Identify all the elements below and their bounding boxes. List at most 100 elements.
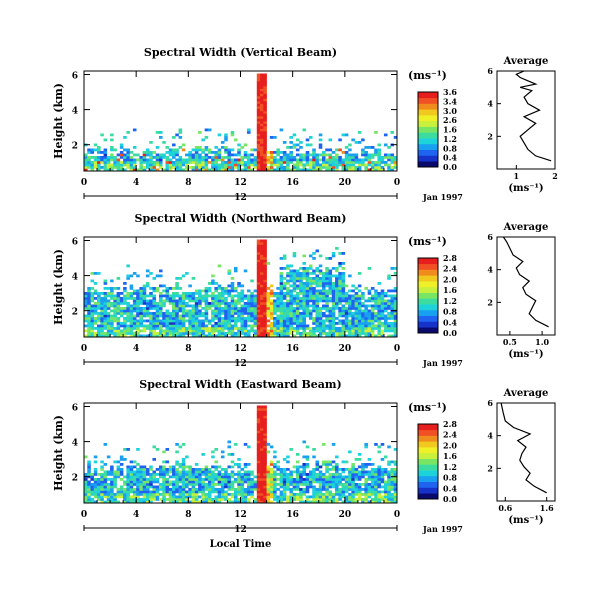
heatmap-cell [178,334,183,338]
heatmap-cell [201,485,205,489]
heatmap-cell [312,289,316,293]
heatmap-cell [312,158,316,162]
heatmap-cell [191,292,196,295]
heatmap-cell [97,158,101,162]
heatmap-cell [116,324,121,328]
heatmap-cell [331,307,336,310]
heatmap-cell [299,302,303,305]
heatmap-cell [165,493,170,496]
heatmap-cell [198,470,202,474]
heatmap-cell [230,166,235,169]
heatmap-cell [152,319,157,323]
heatmap-cell [243,500,248,504]
heatmap-cell [162,493,166,496]
heatmap-cell [256,156,261,159]
heatmap-cell [139,480,143,484]
heatmap-cell [90,319,95,323]
heatmap-cell [289,269,293,273]
heatmap-cell [211,332,215,335]
heatmap-cell [224,324,228,328]
heatmap-cell [237,143,241,147]
heatmap-cell [224,287,228,290]
heatmap-cell [299,141,303,144]
heatmap-cell [87,473,91,476]
heatmap-cell [129,324,134,328]
heatmap-cell [383,498,388,501]
heatmap-cell [165,470,170,474]
heatmap-cell [263,126,267,129]
heatmap-cell [247,128,251,132]
heatmap-cell [84,495,88,499]
heatmap-cell [158,294,163,298]
heatmap-cell [198,475,202,479]
heatmap-cell [335,465,339,469]
heatmap-cell [393,317,398,320]
heatmap-cell [348,148,352,152]
heatmap-cell [90,493,95,496]
heatmap-cell [155,153,160,157]
heatmap-cell [377,470,381,474]
heatmap-cell [250,294,254,298]
heatmap-cell [175,168,179,172]
colorbar-swatch [418,327,438,334]
heatmap-cell [377,473,381,476]
heatmap-cell [331,468,336,471]
heatmap-cell [103,153,108,157]
heatmap-cell [338,163,342,167]
heatmap-cell [178,324,183,328]
heatmap-cell [328,495,333,499]
heatmap-cell [204,465,209,469]
heatmap-cell [139,294,143,298]
heatmap-cell [113,287,117,290]
x-tick-label: 4 [133,510,139,520]
heatmap-cell [393,304,398,308]
x-tick-label: 0 [394,178,400,188]
heatmap-cell [256,86,261,89]
heatmap-cell [344,488,349,491]
heatmap-cell [383,470,388,474]
heatmap-cell [328,475,333,479]
heatmap-cell [224,478,228,481]
heatmap-cell [129,156,134,159]
heatmap-cell [354,299,359,303]
heatmap-cell [292,143,297,147]
heatmap-cell [136,448,140,451]
heatmap-cell [256,153,261,157]
heatmap-cell [302,480,307,484]
heatmap-cell [198,319,202,323]
heatmap-cell [351,322,355,325]
heatmap-cell [335,302,339,305]
heatmap-cell [139,500,143,504]
heatmap-cell [165,448,170,451]
heatmap-cell [312,168,316,172]
heatmap-cell [299,299,303,303]
heatmap-cell [165,488,170,491]
heatmap-cell [322,166,326,169]
heatmap-cell [240,493,245,496]
heatmap-cell [344,480,349,484]
heatmap-cell [149,498,153,501]
heatmap-cell [295,272,300,275]
heatmap-cell [214,289,218,293]
heatmap-cell [276,329,280,333]
heatmap-cell [260,287,264,290]
colorbar-swatch [418,161,438,168]
heatmap-cell [325,284,329,288]
heatmap-cell [383,495,388,499]
heatmap-cell [338,329,342,333]
heatmap-cell [256,292,261,295]
heatmap-cell [113,327,117,330]
heatmap-cell [168,465,173,469]
heatmap-cell [162,156,166,159]
colorbar-swatch [418,281,438,288]
heatmap-cell [302,289,307,293]
heatmap-cell [354,168,359,172]
heatmap-cell [191,156,196,159]
heatmap-cell [188,319,192,323]
heatmap-cell [87,148,91,152]
heatmap-cell [273,312,277,315]
heatmap-cell [302,490,307,494]
heatmap-cell [269,324,274,328]
heatmap-cell [97,307,101,310]
heatmap-cell [256,98,261,102]
